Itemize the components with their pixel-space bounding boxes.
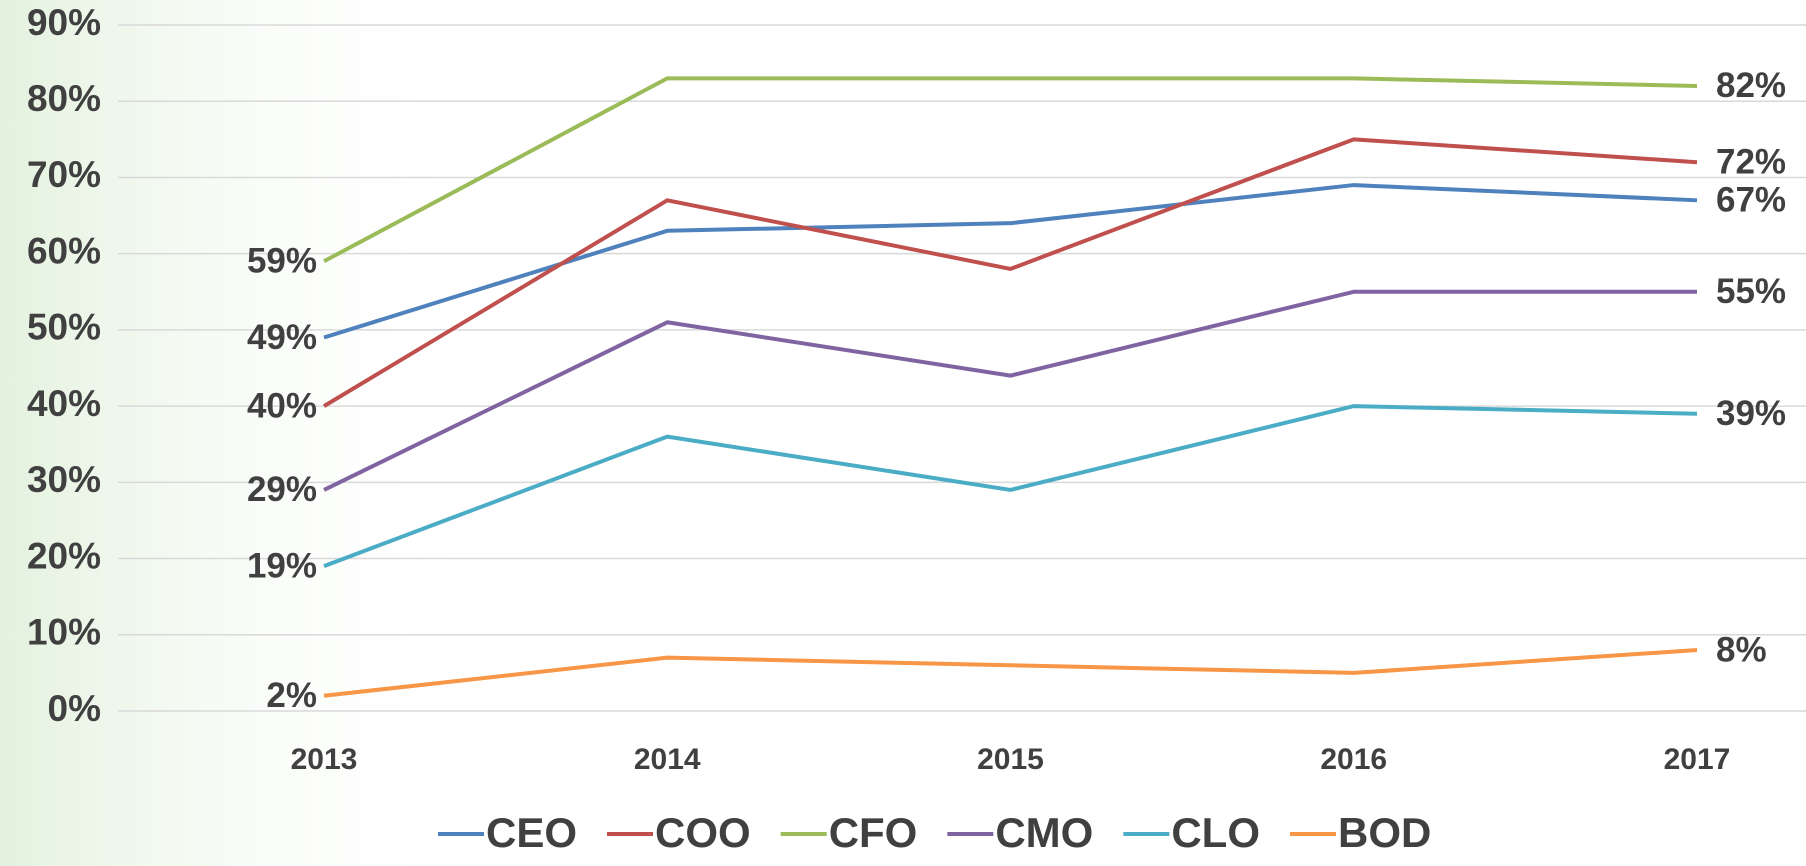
labels: 0% 10% 20% 30% 40% 50% 60% 70% 80% 90% 2013 2014 201… [27, 2, 1786, 776]
data-label: 59% [247, 242, 317, 281]
x-tick-label: 2017 [1664, 743, 1731, 776]
plot [322, 76, 1698, 698]
legend-label: CLO [1171, 809, 1260, 856]
data-label: 39% [1716, 394, 1786, 433]
data-label: 82% [1716, 66, 1786, 105]
series-line [323, 648, 1698, 698]
series-line [322, 137, 1698, 408]
background-decoration [0, 0, 480, 866]
legend-label: CEO [486, 809, 577, 856]
y-tick-label: 50% [27, 307, 101, 348]
data-label: 29% [247, 470, 317, 509]
data-label: 19% [247, 546, 317, 585]
data-label: 55% [1716, 272, 1786, 311]
x-tick-label: 2015 [977, 743, 1044, 776]
data-label: 67% [1716, 181, 1786, 220]
series-line [323, 404, 1698, 569]
data-label: 40% [247, 386, 317, 425]
legend-label: COO [655, 809, 751, 856]
series-line [323, 289, 1697, 492]
data-label: 2% [266, 676, 317, 715]
y-tick-label: 80% [27, 78, 101, 119]
legend: CEO COO CFO CMO CLO BOD [438, 809, 1431, 856]
legend-label: CFO [829, 809, 918, 856]
y-tick-label: 20% [27, 535, 101, 576]
data-label: 49% [247, 318, 317, 357]
x-tick-label: 2013 [291, 743, 358, 776]
y-tick-label: 60% [27, 230, 101, 271]
y-tick-label: 90% [27, 2, 101, 43]
y-tick-label: 30% [27, 459, 101, 500]
y-tick-label: 10% [27, 612, 101, 653]
y-tick-label: 70% [27, 154, 101, 195]
data-label: 8% [1716, 630, 1767, 669]
legend-label: BOD [1338, 809, 1431, 856]
y-tick-label: 40% [27, 383, 101, 424]
data-label: 72% [1716, 142, 1786, 181]
legend-label: CMO [995, 809, 1093, 856]
x-tick-label: 2014 [634, 743, 701, 776]
y-tick-label: 0% [48, 688, 101, 729]
series-line [323, 76, 1698, 264]
grid [118, 24, 1806, 712]
series-line [323, 183, 1698, 340]
x-tick-label: 2016 [1320, 743, 1387, 776]
